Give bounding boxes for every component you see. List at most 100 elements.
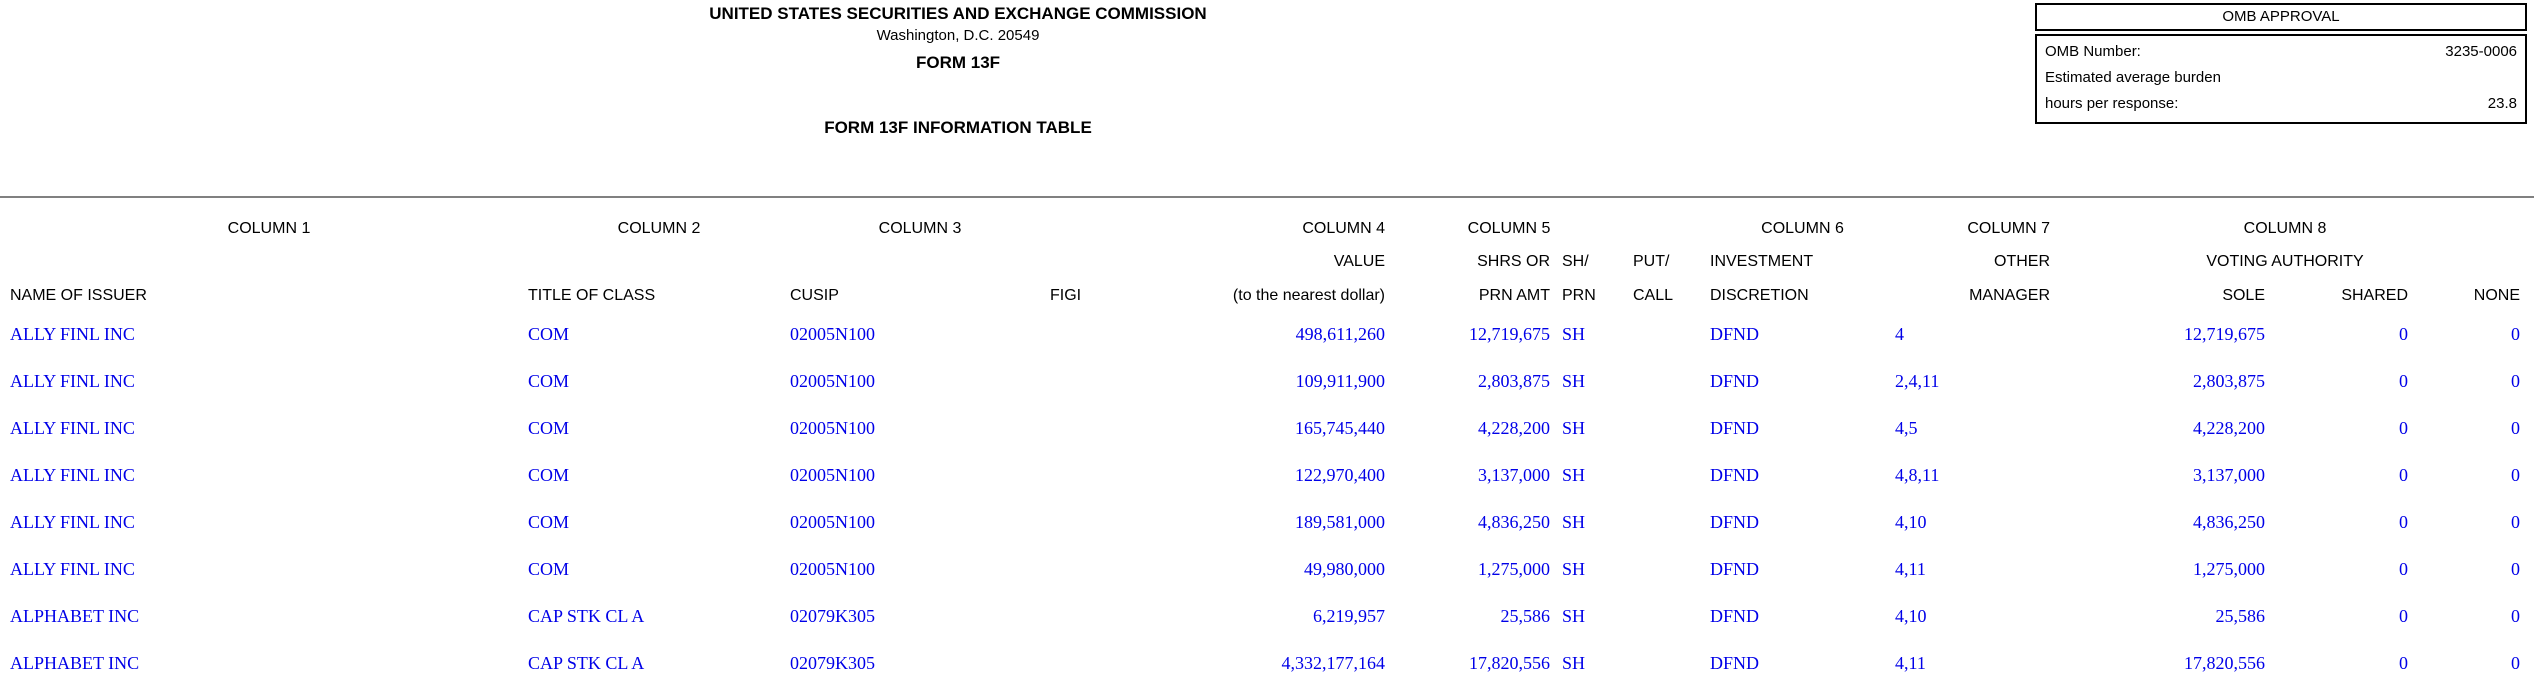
cell-cusip: 02005N100: [790, 559, 875, 579]
cell-put-call: [1633, 419, 1710, 438]
cell-figi: [1050, 372, 1190, 391]
value-header: VALUE: [1333, 253, 1385, 270]
omb-burden-text: Estimated average burden: [2045, 69, 2221, 86]
cell-value: 498,611,260: [1295, 324, 1385, 344]
cell-voting-shared: 0: [2399, 559, 2408, 579]
cell-value: 49,980,000: [1304, 559, 1385, 579]
cell-other-manager: 4,11: [1895, 559, 1926, 579]
cell-value: 109,911,900: [1295, 371, 1385, 391]
table-row: ALLY FINL INC COM 02005N100 498,611,260 …: [0, 325, 2534, 344]
manager-header: MANAGER: [1969, 287, 2050, 304]
cell-cusip: 02079K305: [790, 606, 875, 626]
cell-figi: [1050, 513, 1190, 532]
cell-figi: [1050, 607, 1190, 626]
omb-approval-box: OMB APPROVAL OMB Number: 3235-0006 Estim…: [2035, 3, 2527, 124]
cell-figi: [1050, 654, 1190, 673]
cell-shrs-or-prn-amt: 4,836,250: [1478, 512, 1550, 532]
cell-voting-sole: 1,275,000: [2193, 559, 2265, 579]
cell-title-of-class: CAP STK CL A: [528, 606, 645, 626]
cell-voting-sole: 4,836,250: [2193, 512, 2265, 532]
cell-voting-sole: 3,137,000: [2193, 465, 2265, 485]
none-header: NONE: [2473, 287, 2520, 304]
cell-voting-shared: 0: [2399, 324, 2408, 344]
cell-title-of-class: CAP STK CL A: [528, 653, 645, 673]
cell-other-manager: 4: [1895, 324, 1904, 344]
cell-investment-discretion: DFND: [1710, 606, 1760, 626]
put-header: PUT/: [1633, 253, 1670, 270]
masthead: UNITED STATES SECURITIES AND EXCHANGE CO…: [0, 0, 1916, 138]
cell-put-call: [1633, 372, 1710, 391]
cell-value: 165,745,440: [1295, 418, 1385, 438]
cell-other-manager: 4,11: [1895, 653, 1926, 673]
cusip-header: CUSIP: [790, 287, 839, 304]
nearest-dollar-header: (to the nearest dollar): [1232, 287, 1385, 304]
cell-put-call: [1633, 607, 1710, 626]
cell-title-of-class: COM: [528, 324, 570, 344]
cell-cusip: 02005N100: [790, 512, 875, 532]
cell-name-of-issuer: ALLY FINL INC: [10, 465, 135, 485]
form-13f-title: FORM 13F: [915, 53, 1001, 72]
cell-voting-none: 0: [2511, 371, 2520, 391]
cell-sh-prn: SH: [1562, 371, 1586, 391]
cell-value: 4,332,177,164: [1281, 653, 1386, 673]
cell-cusip: 02005N100: [790, 418, 875, 438]
cell-voting-shared: 0: [2399, 465, 2408, 485]
cell-shrs-or-prn-amt: 2,803,875: [1478, 371, 1550, 391]
sole-header: SOLE: [2222, 287, 2265, 304]
table-header-row-sub1: VALUE SHRS OR SH/ PUT/ INVESTMENT OTHER …: [0, 252, 2534, 271]
title-of-class-header: TITLE OF CLASS: [528, 287, 656, 304]
omb-burden-label: hours per response:: [2045, 95, 2179, 112]
cell-title-of-class: COM: [528, 371, 570, 391]
cell-figi: [1050, 325, 1190, 344]
cell-other-manager: 4,10: [1895, 606, 1927, 626]
cell-investment-discretion: DFND: [1710, 324, 1760, 344]
omb-approval-body: OMB Number: 3235-0006 Estimated average …: [2035, 34, 2527, 124]
table-row: ALLY FINL INC COM 02005N100 165,745,440 …: [0, 419, 2534, 438]
table-header-row-columns: COLUMN 1 COLUMN 2 COLUMN 3 COLUMN 4 COLU…: [0, 219, 2534, 238]
cell-name-of-issuer: ALLY FINL INC: [10, 559, 135, 579]
table-row: ALPHABET INC CAP STK CL A 02079K305 4,33…: [0, 654, 2534, 673]
cell-shrs-or-prn-amt: 25,586: [1500, 606, 1551, 626]
column-header-3: COLUMN 3: [878, 220, 962, 237]
cell-voting-none: 0: [2511, 418, 2520, 438]
omb-burden-row-2: hours per response: 23.8: [2045, 91, 2517, 117]
omb-number-value: 3235-0006: [2445, 43, 2517, 60]
table-row: ALLY FINL INC COM 02005N100 49,980,000 1…: [0, 560, 2534, 579]
cell-put-call: [1633, 654, 1710, 673]
cell-name-of-issuer: ALPHABET INC: [10, 653, 140, 673]
header-divider: [0, 196, 2534, 198]
cell-title-of-class: COM: [528, 465, 570, 485]
cell-voting-sole: 4,228,200: [2193, 418, 2265, 438]
prn-amt-header: PRN AMT: [1478, 287, 1550, 304]
cell-put-call: [1633, 560, 1710, 579]
cell-value: 189,581,000: [1295, 512, 1385, 532]
cell-sh-prn: SH: [1562, 465, 1586, 485]
table-row: ALLY FINL INC COM 02005N100 109,911,900 …: [0, 372, 2534, 391]
cell-sh-prn: SH: [1562, 324, 1586, 344]
cell-cusip: 02005N100: [790, 324, 875, 344]
cell-voting-none: 0: [2511, 324, 2520, 344]
cell-voting-none: 0: [2511, 606, 2520, 626]
cell-investment-discretion: DFND: [1710, 465, 1760, 485]
cell-cusip: 02005N100: [790, 371, 875, 391]
cell-name-of-issuer: ALLY FINL INC: [10, 418, 135, 438]
omb-number-label: OMB Number:: [2045, 43, 2141, 60]
column-header-1: COLUMN 1: [227, 220, 311, 237]
cell-shrs-or-prn-amt: 17,820,556: [1469, 653, 1550, 673]
cell-other-manager: 4,8,11: [1895, 465, 1940, 485]
cell-shrs-or-prn-amt: 3,137,000: [1478, 465, 1550, 485]
cell-shrs-or-prn-amt: 1,275,000: [1478, 559, 1550, 579]
column-header-6: COLUMN 6: [1761, 220, 1844, 237]
cell-voting-none: 0: [2511, 512, 2520, 532]
column-header-8: COLUMN 8: [2243, 220, 2327, 237]
cell-shrs-or-prn-amt: 4,228,200: [1478, 418, 1550, 438]
other-header: OTHER: [1994, 253, 2050, 270]
cell-cusip: 02005N100: [790, 465, 875, 485]
cell-figi: [1050, 466, 1190, 485]
cell-title-of-class: COM: [528, 559, 570, 579]
cell-investment-discretion: DFND: [1710, 512, 1760, 532]
cell-put-call: [1633, 466, 1710, 485]
omb-approval-header: OMB APPROVAL: [2035, 3, 2527, 31]
figi-header: FIGI: [1050, 287, 1082, 304]
column-header-5: COLUMN 5: [1467, 220, 1551, 237]
